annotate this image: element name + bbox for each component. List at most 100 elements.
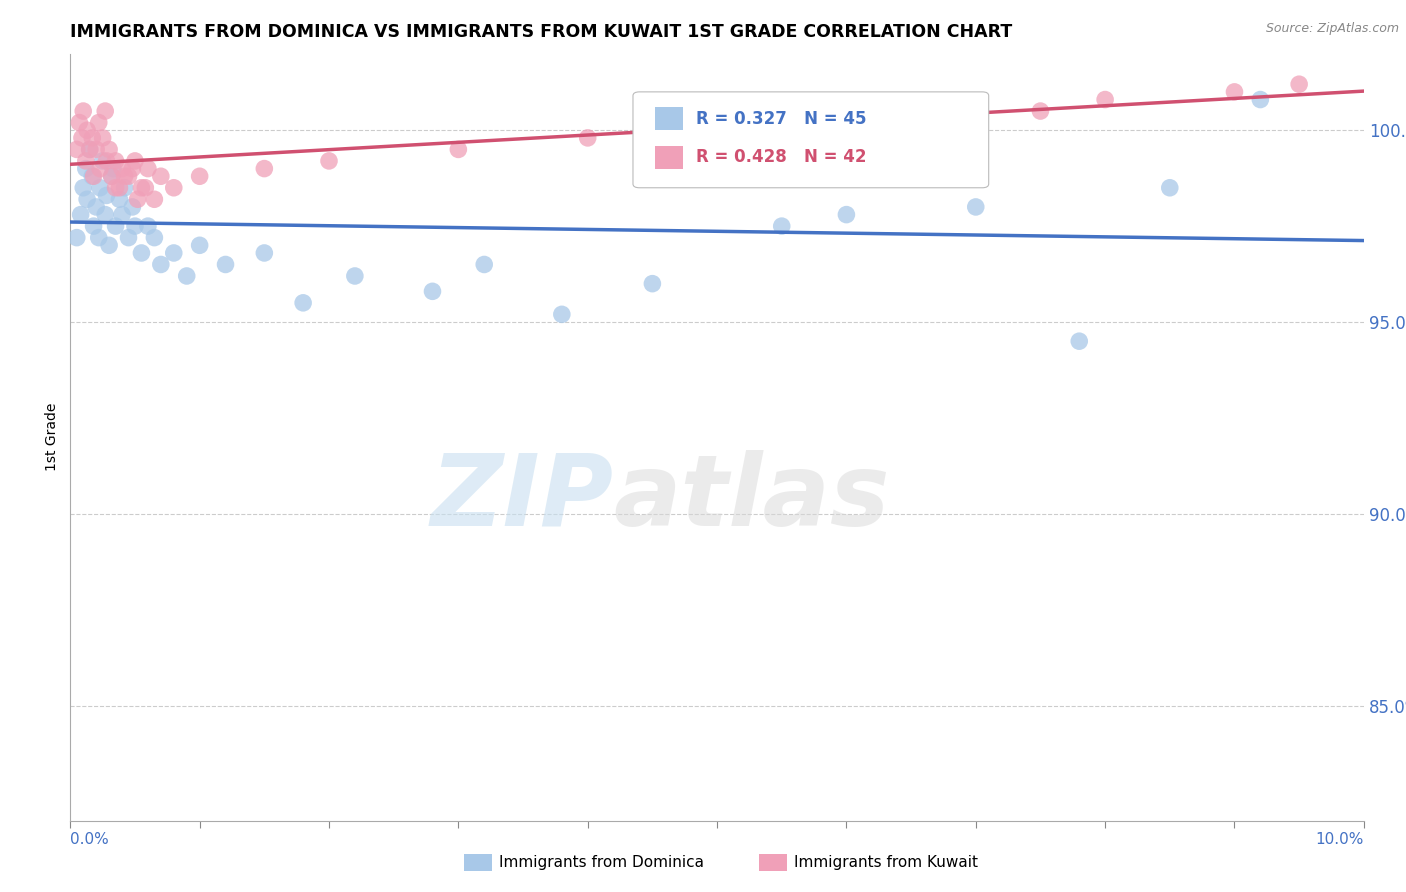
Text: 10.0%: 10.0% [1316,832,1364,847]
FancyBboxPatch shape [655,107,683,130]
Point [114,169,136,184]
Text: ZIP: ZIP [430,450,613,547]
Point [641,277,664,291]
Text: R = 0.428   N = 42: R = 0.428 N = 42 [696,148,868,166]
Point [214,258,236,272]
Point [108,192,131,206]
Point [136,161,159,176]
Point [965,200,987,214]
Point [253,246,276,260]
Point [89,161,111,176]
Point [108,181,131,195]
Text: atlas: atlas [613,450,890,547]
Y-axis label: 1st Grade: 1st Grade [45,403,59,471]
Point [134,181,156,195]
Point [343,268,366,283]
Point [188,238,211,252]
Point [1069,334,1091,349]
Text: Immigrants from Kuwait: Immigrants from Kuwait [794,855,979,870]
Point [131,181,153,195]
Text: Immigrants from Dominica: Immigrants from Dominica [499,855,704,870]
Point [176,268,198,283]
Point [124,219,146,234]
Point [149,169,172,184]
Point [163,181,186,195]
Point [75,161,97,176]
Text: Source: ZipAtlas.com: Source: ZipAtlas.com [1265,22,1399,36]
Point [117,230,139,244]
Point [70,131,93,145]
Point [96,153,118,168]
Point [1159,181,1181,195]
Point [1288,77,1310,91]
Point [67,115,90,129]
Point [770,115,793,129]
Text: IMMIGRANTS FROM DOMINICA VS IMMIGRANTS FROM KUWAIT 1ST GRADE CORRELATION CHART: IMMIGRANTS FROM DOMINICA VS IMMIGRANTS F… [70,23,1012,41]
Point [318,153,340,168]
Point [117,169,139,184]
Point [72,181,94,195]
Point [98,143,121,157]
Point [422,285,444,299]
Point [472,258,495,272]
Point [79,143,101,157]
Point [143,230,166,244]
Point [121,200,143,214]
Point [87,230,110,244]
Point [84,143,107,157]
Point [72,104,94,119]
Point [1094,93,1116,107]
Point [1223,85,1246,99]
Point [136,219,159,234]
Point [1249,93,1271,107]
Point [101,161,124,176]
Point [69,208,91,222]
FancyBboxPatch shape [655,145,683,169]
Point [253,161,276,176]
Point [76,192,98,206]
Point [91,131,114,145]
Point [163,246,186,260]
Point [66,143,89,157]
Point [79,143,101,157]
Point [292,296,315,310]
Point [82,131,104,145]
Point [188,169,211,184]
Point [149,258,172,272]
Point [551,307,574,321]
Point [75,153,97,168]
Point [1029,104,1052,119]
Point [94,208,117,222]
Point [83,169,105,184]
Point [66,230,89,244]
FancyBboxPatch shape [633,92,988,188]
Point [89,181,111,195]
Point [124,153,146,168]
Point [87,115,110,129]
Point [76,123,98,137]
Point [114,181,136,195]
Text: 0.0%: 0.0% [70,832,110,847]
Point [111,208,134,222]
Point [96,188,118,202]
Point [91,153,114,168]
Point [576,131,599,145]
Point [82,169,104,184]
Point [104,181,127,195]
Point [127,192,149,206]
Point [447,143,470,157]
Point [83,219,105,234]
Point [84,200,107,214]
Point [104,153,127,168]
Point [94,104,117,119]
Point [121,161,143,176]
Point [98,238,121,252]
Point [770,219,793,234]
Point [131,246,153,260]
Point [835,208,858,222]
Point [104,219,127,234]
Point [100,169,122,184]
Point [143,192,166,206]
Point [100,169,122,184]
Point [111,161,134,176]
